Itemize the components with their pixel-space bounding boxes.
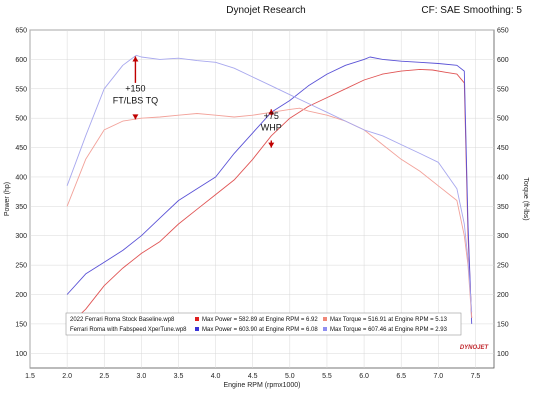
stock-torque-line — [66, 107, 473, 319]
grid — [29, 29, 494, 368]
y-tick-label-left: 600 — [15, 57, 27, 64]
dynojet-logo: DYNOJET — [460, 345, 490, 351]
x-tick-label: 6.0 — [359, 373, 369, 380]
tuned-power-line — [66, 56, 473, 324]
y-tick-label-left: 100 — [15, 351, 27, 358]
x-tick-label: 5.0 — [285, 373, 295, 380]
legend-torque-1: Max Torque = 516.91 at Engine RPM = 5.13 — [330, 317, 448, 323]
y-tick-label-right: 400 — [497, 174, 509, 181]
legend-swatch-torque-1 — [323, 317, 327, 321]
arrow-up-icon — [132, 56, 139, 83]
arrow-up-icon — [268, 109, 275, 116]
y-tick-label-right: 500 — [497, 116, 509, 123]
x-tick-label: 4.0 — [211, 373, 221, 380]
y-tick-label-right: 250 — [497, 263, 509, 270]
annotation-power-value: +75 — [264, 111, 279, 121]
legend-swatch-power-1 — [195, 317, 199, 321]
x-tick-label: 7.5 — [471, 373, 481, 380]
annotation-power-unit: WHP — [261, 123, 282, 133]
y-tick-label-left: 350 — [15, 204, 27, 211]
arrow-down-icon — [268, 140, 275, 148]
y-tick-label-right: 300 — [497, 233, 509, 240]
y-tick-label-right: 650 — [497, 28, 509, 35]
x-tick-label: 3.5 — [174, 373, 184, 380]
legend-torque-2: Max Torque = 607.46 at Engine RPM = 2.93 — [330, 327, 448, 333]
plot-area — [29, 29, 495, 369]
x-tick-label: 5.5 — [322, 373, 332, 380]
y-tick-label-right: 350 — [497, 204, 509, 211]
x-axis-label: Engine RPM (rpmx1000) — [223, 382, 300, 389]
x-tick-label: 3.0 — [136, 373, 146, 380]
y-tick-label-left: 250 — [15, 263, 27, 270]
x-tick-label: 4.5 — [248, 373, 258, 380]
y-tick-label-left: 150 — [15, 321, 27, 328]
y-tick-label-right: 150 — [497, 321, 509, 328]
y-tick-label-right: 450 — [497, 145, 509, 152]
legend-swatch-power-2 — [195, 327, 199, 331]
y-tick-label-left: 550 — [15, 86, 27, 93]
tuned-torque-line — [66, 54, 473, 313]
legend-power-2: Max Power = 603.90 at Engine RPM = 6.08 — [202, 327, 318, 333]
annotation-torque-unit: FT/LBS TQ — [113, 95, 158, 105]
legend-swatch-torque-2 — [323, 327, 327, 331]
y-tick-label-left: 400 — [15, 174, 27, 181]
x-tick-labels: 1.5 2.0 2.5 3.0 3.5 4.0 4.5 5.0 5.5 6.0 6.5 7.0 7.5 — [25, 373, 480, 380]
y-tick-label-left: 450 — [15, 145, 27, 152]
x-tick-label: 2.5 — [99, 373, 109, 380]
y-axis-label-right: Torque (ft-lbs) — [522, 177, 529, 220]
y-tick-label-left: 200 — [15, 292, 27, 299]
x-tick-label: 7.0 — [433, 373, 443, 380]
y-tick-label-right: 200 — [497, 292, 509, 299]
y-tick-label-left: 650 — [15, 28, 27, 35]
legend-box: 2022 Ferrari Roma Stock Baseline.wp8 Max… — [65, 312, 462, 336]
annotation-arrows — [132, 56, 275, 148]
y-tick-labels-right: 100 150 200 250 300 350 400 450 500 550 600 650 — [497, 28, 509, 358]
y-axis-label-left: Power (hp) — [4, 182, 11, 216]
y-tick-label-right: 600 — [497, 57, 509, 64]
y-tick-label-left: 300 — [15, 233, 27, 240]
legend-file-1: 2022 Ferrari Roma Stock Baseline.wp8 — [70, 317, 175, 323]
arrow-down-icon — [132, 114, 139, 120]
x-tick-label: 6.5 — [396, 373, 406, 380]
chart-title: Dynojet Research — [226, 5, 305, 16]
y-tick-labels-left: 100 150 200 250 300 350 400 450 500 550 600 650 — [15, 28, 27, 358]
stock-power-line — [66, 68, 473, 328]
x-tick-label: 1.5 — [25, 373, 35, 380]
annotation-torque-value: +150 — [125, 84, 145, 94]
chart-header-right: CF: SAE Smoothing: 5 — [421, 5, 522, 16]
legend-file-2: Ferrari Roma with Fabspeed XperTune.wp8 — [70, 327, 187, 333]
x-tick-label: 2.0 — [62, 373, 72, 380]
legend-power-1: Max Power = 582.89 at Engine RPM = 6.92 — [202, 317, 318, 323]
y-tick-label-left: 500 — [15, 116, 27, 123]
y-tick-label-right: 550 — [497, 86, 509, 93]
series-lines — [66, 54, 473, 328]
y-tick-label-right: 100 — [497, 351, 509, 358]
